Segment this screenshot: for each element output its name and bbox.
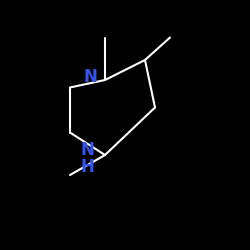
Text: N: N <box>83 68 97 86</box>
Text: H: H <box>80 158 94 176</box>
Text: N: N <box>80 141 94 159</box>
